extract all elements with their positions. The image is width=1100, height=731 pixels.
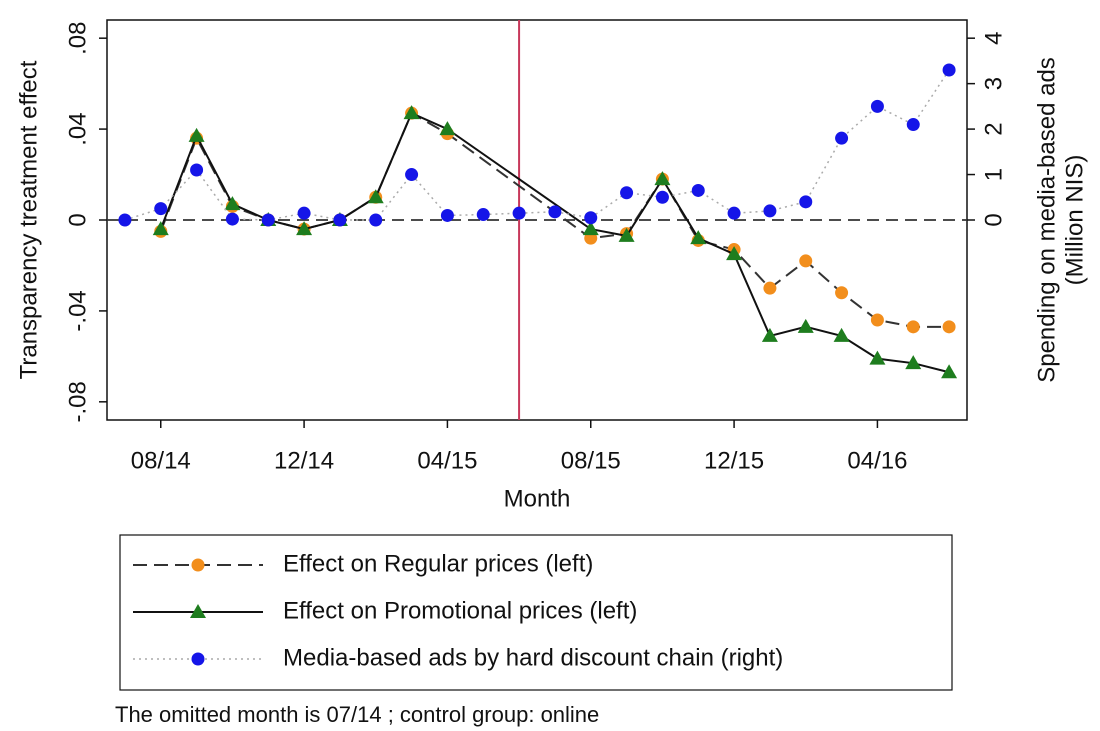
legend-marker [190, 604, 206, 618]
marker [620, 186, 634, 200]
y2-tick-label: 0 [980, 213, 1007, 226]
marker [870, 99, 884, 113]
marker [618, 227, 635, 242]
marker [763, 204, 777, 218]
marker [870, 313, 884, 327]
marker [261, 213, 275, 227]
marker [512, 206, 526, 220]
marker [369, 213, 383, 227]
x-tick-label: 12/15 [704, 447, 764, 474]
y2-tick-label: 2 [980, 122, 1007, 135]
marker [799, 195, 813, 209]
legend-label: Media-based ads by hard discount chain (… [283, 644, 783, 671]
marker [296, 221, 313, 236]
x-tick-label: 04/16 [847, 447, 907, 474]
y-tick-label: .08 [64, 21, 91, 54]
marker [833, 327, 850, 342]
y-tick-label: .04 [64, 112, 91, 145]
y2-tick-label: 3 [980, 77, 1007, 90]
legend-marker [191, 652, 205, 666]
marker [941, 364, 958, 379]
legend-marker [191, 558, 205, 572]
x-tick-label: 12/14 [274, 447, 334, 474]
marker [190, 163, 204, 177]
y2-axis-label: (Million NIS) [1061, 155, 1088, 286]
y-axis-label: Transparency treatment effect [15, 60, 42, 379]
marker [224, 196, 241, 211]
x-tick-label: 04/15 [417, 447, 477, 474]
marker [403, 105, 420, 120]
y-tick-label: 0 [64, 213, 91, 226]
marker [333, 213, 347, 227]
y2-tick-label: 1 [980, 168, 1007, 181]
marker [905, 355, 922, 370]
marker [154, 202, 168, 216]
marker [942, 320, 956, 334]
marker [188, 127, 205, 142]
marker [297, 206, 311, 220]
marker [763, 281, 777, 295]
x-tick-label: 08/15 [561, 447, 621, 474]
marker [367, 189, 384, 204]
marker [869, 350, 886, 365]
marker [691, 183, 705, 197]
marker [439, 121, 456, 136]
y2-axis-label: Spending on media-based ads [1033, 57, 1060, 383]
marker [799, 254, 813, 268]
y-tick-label: -.04 [64, 290, 91, 331]
y-tick-label: -.08 [64, 381, 91, 422]
marker [152, 221, 169, 236]
marker [582, 221, 599, 236]
marker [584, 211, 598, 225]
y2-tick-label: 4 [980, 32, 1007, 45]
marker [906, 118, 920, 132]
marker [225, 212, 239, 226]
series-line [159, 111, 950, 374]
x-axis-label: Month [504, 485, 571, 512]
legend-label: Effect on Regular prices (left) [283, 550, 593, 577]
marker [906, 320, 920, 334]
x-tick-label: 08/14 [131, 447, 191, 474]
legend-label: Effect on Promotional prices (left) [283, 597, 637, 624]
marker [118, 213, 132, 227]
marker [476, 208, 490, 222]
marker [690, 230, 707, 245]
marker [835, 131, 849, 145]
marker [548, 205, 562, 219]
marker [835, 286, 849, 300]
marker [405, 168, 419, 182]
legend-box [119, 534, 953, 691]
series-line [124, 69, 950, 221]
marker [654, 171, 671, 186]
marker [727, 206, 741, 220]
marker [655, 190, 669, 204]
marker [726, 246, 743, 261]
marker [440, 208, 454, 222]
marker [797, 318, 814, 333]
note: The omitted month is 07/14 ; control gro… [115, 702, 599, 727]
marker [942, 63, 956, 77]
marker [761, 327, 778, 342]
